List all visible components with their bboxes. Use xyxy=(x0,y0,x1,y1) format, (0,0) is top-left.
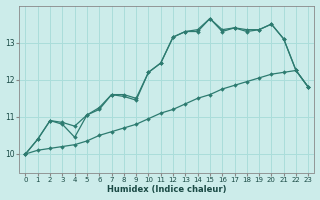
X-axis label: Humidex (Indice chaleur): Humidex (Indice chaleur) xyxy=(107,185,227,194)
